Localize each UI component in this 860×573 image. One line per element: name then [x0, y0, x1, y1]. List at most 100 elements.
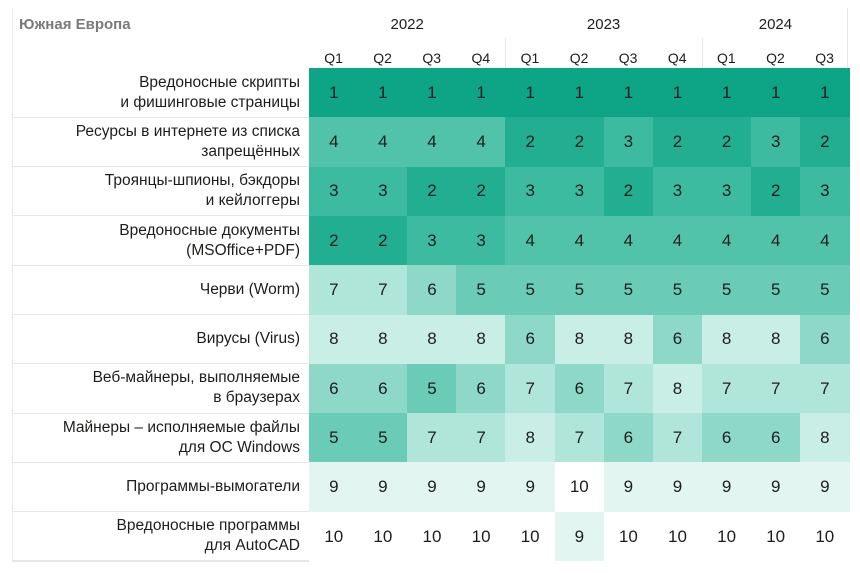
heatmap-cell: 7	[603, 363, 654, 414]
heatmap-cell: 2	[456, 166, 506, 217]
chart-title: Южная Европа	[19, 16, 131, 33]
heatmap-cell: 7	[701, 363, 752, 414]
heatmap-cell: 8	[750, 314, 801, 365]
heatmap-cell: 6	[652, 314, 703, 365]
row-label: Троянцы-шпионы, бэкдоры и кейлоггеры	[14, 167, 309, 216]
heatmap-cell: 5	[750, 265, 801, 315]
heatmap-cell: 1	[603, 68, 654, 118]
row-separator	[12, 560, 309, 562]
heatmap-cell: 2	[505, 117, 555, 168]
heatmap-cell: 10	[456, 511, 506, 562]
row-label: Вредоносные программы для AutoCAD	[14, 512, 309, 561]
heatmap-cell: 3	[358, 166, 408, 217]
heatmap-cell: 6	[701, 413, 752, 463]
row-label-line: Вредоносные программы	[116, 517, 300, 535]
heatmap-cell: 3	[701, 166, 752, 217]
heatmap-cell: 3	[505, 166, 555, 217]
heatmap-cell: 4	[358, 117, 408, 168]
heatmap-cell: 10	[309, 511, 359, 562]
heatmap-cell: 10	[407, 511, 457, 562]
quarter-header: Q3	[618, 50, 638, 66]
year-header: 2023	[586, 16, 621, 33]
heatmap-cell: 8	[407, 314, 457, 365]
row-label-line: Черви (Worm)	[199, 280, 300, 298]
heatmap-cell: 3	[407, 215, 457, 266]
heatmap-cell: 9	[358, 462, 408, 513]
row-label-line: и фишинговые страницы	[120, 93, 300, 111]
heatmap-cell: 4	[603, 215, 654, 266]
heatmap-cell: 7	[358, 265, 408, 315]
heatmap-cell: 5	[309, 413, 359, 463]
heatmap-cell: 9	[407, 462, 457, 513]
heatmap-cell: 7	[309, 265, 359, 315]
heatmap-cell: 4	[701, 215, 752, 266]
quarter-header: Q3	[815, 50, 834, 66]
heatmap-cell: 3	[652, 166, 703, 217]
heatmap-cell: 5	[800, 265, 850, 315]
heatmap-cell: 9	[505, 462, 555, 513]
row-label-line: Ресурсы в интернете из списка	[75, 122, 300, 140]
heatmap-cell: 1	[554, 68, 605, 118]
heatmap-cell: 7	[505, 363, 555, 414]
heatmap-cell: 1	[701, 68, 752, 118]
row-label: Вредоносные скрипты и фишинговые страницы	[14, 68, 309, 117]
heatmap-cell: 5	[603, 265, 654, 315]
quarter-header: Q4	[471, 50, 491, 66]
quarter-header: Q1	[324, 50, 343, 66]
heatmap-cell: 8	[652, 363, 703, 414]
row-separator	[12, 363, 309, 365]
heatmap-cell: 10	[652, 511, 703, 562]
heatmap-cell: 4	[309, 117, 359, 168]
heatmap-cell: 8	[456, 314, 506, 365]
heatmap-cell: 1	[309, 68, 359, 118]
heatmap-cell: 1	[456, 68, 506, 118]
heatmap-cell: 10	[505, 511, 555, 562]
row-label-line: (MSOffice+PDF)	[186, 241, 300, 259]
heatmap-cell: 1	[407, 68, 457, 118]
heatmap-cell: 5	[456, 265, 506, 315]
heatmap-cell: 6	[750, 413, 801, 463]
heatmap-cell: 7	[800, 363, 850, 414]
heatmap-cell: 9	[554, 511, 605, 562]
heatmap-cell: 3	[456, 215, 506, 266]
row-label: Вредоносные документы (MSOffice+PDF)	[14, 216, 309, 265]
row-label-line: Вредоносные скрипты	[139, 73, 300, 91]
heatmap-cell: 10	[603, 511, 654, 562]
row-label: Программы-вымогатели	[14, 462, 309, 511]
heatmap-cell: 2	[603, 166, 654, 217]
year-header: 2024	[758, 16, 793, 33]
quarter-header: Q2	[373, 50, 392, 66]
heatmap-cell: 6	[358, 363, 408, 414]
heatmap-cell: 4	[407, 117, 457, 168]
heatmap-cell: 9	[800, 462, 850, 513]
row-label-line: Веб-майнеры, выполняемые	[92, 369, 300, 387]
heatmap-cell: 2	[800, 117, 850, 168]
heatmap-cell: 6	[554, 363, 605, 414]
frame-left	[12, 8, 13, 561]
heatmap-cell: 10	[701, 511, 752, 562]
heatmap-cell: 5	[358, 413, 408, 463]
quarter-header: Q2	[569, 50, 589, 66]
heatmap-cell: 2	[652, 117, 703, 168]
heatmap-cell: 8	[554, 314, 605, 365]
heatmap-cell: 10	[554, 462, 605, 513]
row-label-line: для ОС Windows	[178, 438, 300, 456]
quarter-header: Q3	[422, 50, 442, 66]
heatmap-cell: 2	[701, 117, 752, 168]
row-separator	[12, 166, 309, 168]
row-label: Веб-майнеры, выполняемые в браузерах	[14, 364, 309, 413]
heatmap-cell: 3	[603, 117, 654, 168]
heatmap-cell: 3	[309, 166, 359, 217]
heatmap-cell: 9	[309, 462, 359, 513]
heatmap-cell: 5	[407, 363, 457, 414]
heatmap-cell: 6	[309, 363, 359, 414]
heatmap-cell: 7	[652, 413, 703, 463]
heatmap-cell: 1	[750, 68, 801, 118]
row-label-line: Вредоносные документы	[119, 221, 300, 239]
heatmap-cell: 6	[505, 314, 555, 365]
heatmap-cell: 9	[701, 462, 752, 513]
row-label-line: Майнеры – исполняемые файлы	[62, 418, 300, 436]
row-separator	[12, 412, 309, 414]
heatmap-cell: 1	[505, 68, 555, 118]
heatmap-cell: 2	[554, 117, 605, 168]
